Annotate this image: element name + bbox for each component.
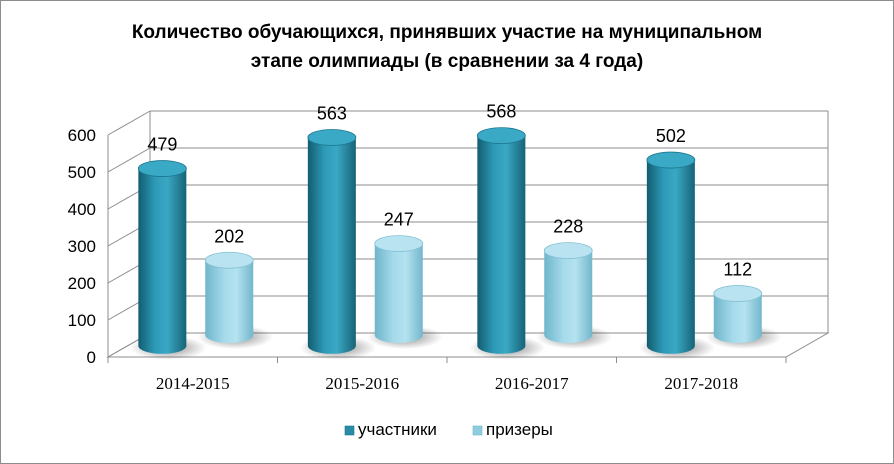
bar-top bbox=[713, 285, 763, 302]
y-tick-label: 200 bbox=[68, 274, 96, 293]
chart-legend: участники призеры bbox=[344, 420, 553, 439]
data-label: 247 bbox=[384, 210, 414, 230]
chart-title: Количество обучающихся, принявших участи… bbox=[131, 22, 763, 43]
legend-swatch bbox=[344, 425, 355, 436]
legend-label: призеры bbox=[486, 420, 553, 439]
bar-top bbox=[204, 251, 254, 269]
x-tick-label: 2014-2015 bbox=[156, 374, 230, 393]
bar-participants bbox=[130, 160, 207, 360]
bar-participants bbox=[469, 127, 546, 360]
side-gridline bbox=[107, 147, 151, 173]
y-tick-label: 300 bbox=[68, 237, 96, 256]
y-tick-label: 100 bbox=[68, 311, 96, 330]
bar-body bbox=[374, 243, 423, 343]
bar-body bbox=[713, 293, 762, 343]
legend-swatch bbox=[472, 425, 483, 436]
y-tick-label: 600 bbox=[68, 126, 96, 145]
bar-winners bbox=[536, 242, 613, 349]
bar-participants bbox=[299, 129, 376, 360]
bar-top bbox=[307, 129, 357, 146]
data-label: 568 bbox=[486, 102, 516, 122]
chart-marks: 479 563 568 502 202 247 228 112 bbox=[130, 102, 782, 360]
bar-top bbox=[374, 235, 424, 253]
data-label: 112 bbox=[723, 260, 752, 280]
bar-body bbox=[307, 137, 356, 354]
bar-winners bbox=[197, 251, 274, 349]
y-tick-label: 0 bbox=[87, 348, 96, 367]
y-tick-label: 400 bbox=[68, 200, 96, 219]
data-label: 202 bbox=[214, 226, 244, 246]
x-tick-label: 2015-2016 bbox=[325, 374, 399, 393]
bar-top bbox=[137, 160, 187, 177]
bar-top bbox=[646, 151, 696, 169]
data-label: 502 bbox=[656, 126, 686, 146]
side-gridline bbox=[107, 110, 151, 136]
x-tick-label: 2017-2018 bbox=[664, 374, 738, 393]
data-label: 228 bbox=[553, 217, 583, 237]
bar-body bbox=[477, 135, 526, 354]
bar-body bbox=[205, 260, 254, 343]
x-tick-label: 2016-2017 bbox=[495, 374, 569, 393]
bar-winners bbox=[366, 235, 443, 349]
chart-title-line2: этапе олимпиады (в сравнении за 4 года) bbox=[250, 51, 644, 72]
legend-label: участники bbox=[358, 420, 437, 439]
y-tick-label: 500 bbox=[68, 163, 96, 182]
bar-body bbox=[138, 168, 187, 354]
bar-participants bbox=[638, 151, 715, 360]
bar-body bbox=[646, 160, 695, 354]
bar-top bbox=[543, 242, 593, 260]
data-label: 479 bbox=[147, 135, 177, 155]
bar-winners bbox=[705, 285, 782, 349]
data-label: 563 bbox=[317, 103, 347, 123]
bar-body bbox=[544, 250, 593, 343]
bar-top bbox=[476, 127, 526, 145]
